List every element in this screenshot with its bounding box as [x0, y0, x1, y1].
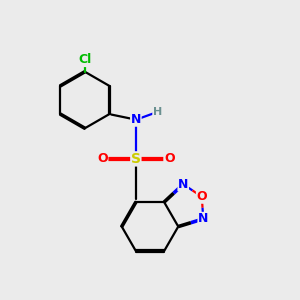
Text: O: O	[164, 152, 175, 165]
Text: S: S	[131, 152, 141, 166]
Text: N: N	[198, 212, 208, 225]
Text: Cl: Cl	[78, 53, 92, 67]
Text: N: N	[178, 178, 188, 191]
Text: N: N	[131, 113, 141, 126]
Text: O: O	[97, 152, 108, 165]
Text: H: H	[153, 107, 162, 117]
Text: O: O	[196, 190, 207, 203]
